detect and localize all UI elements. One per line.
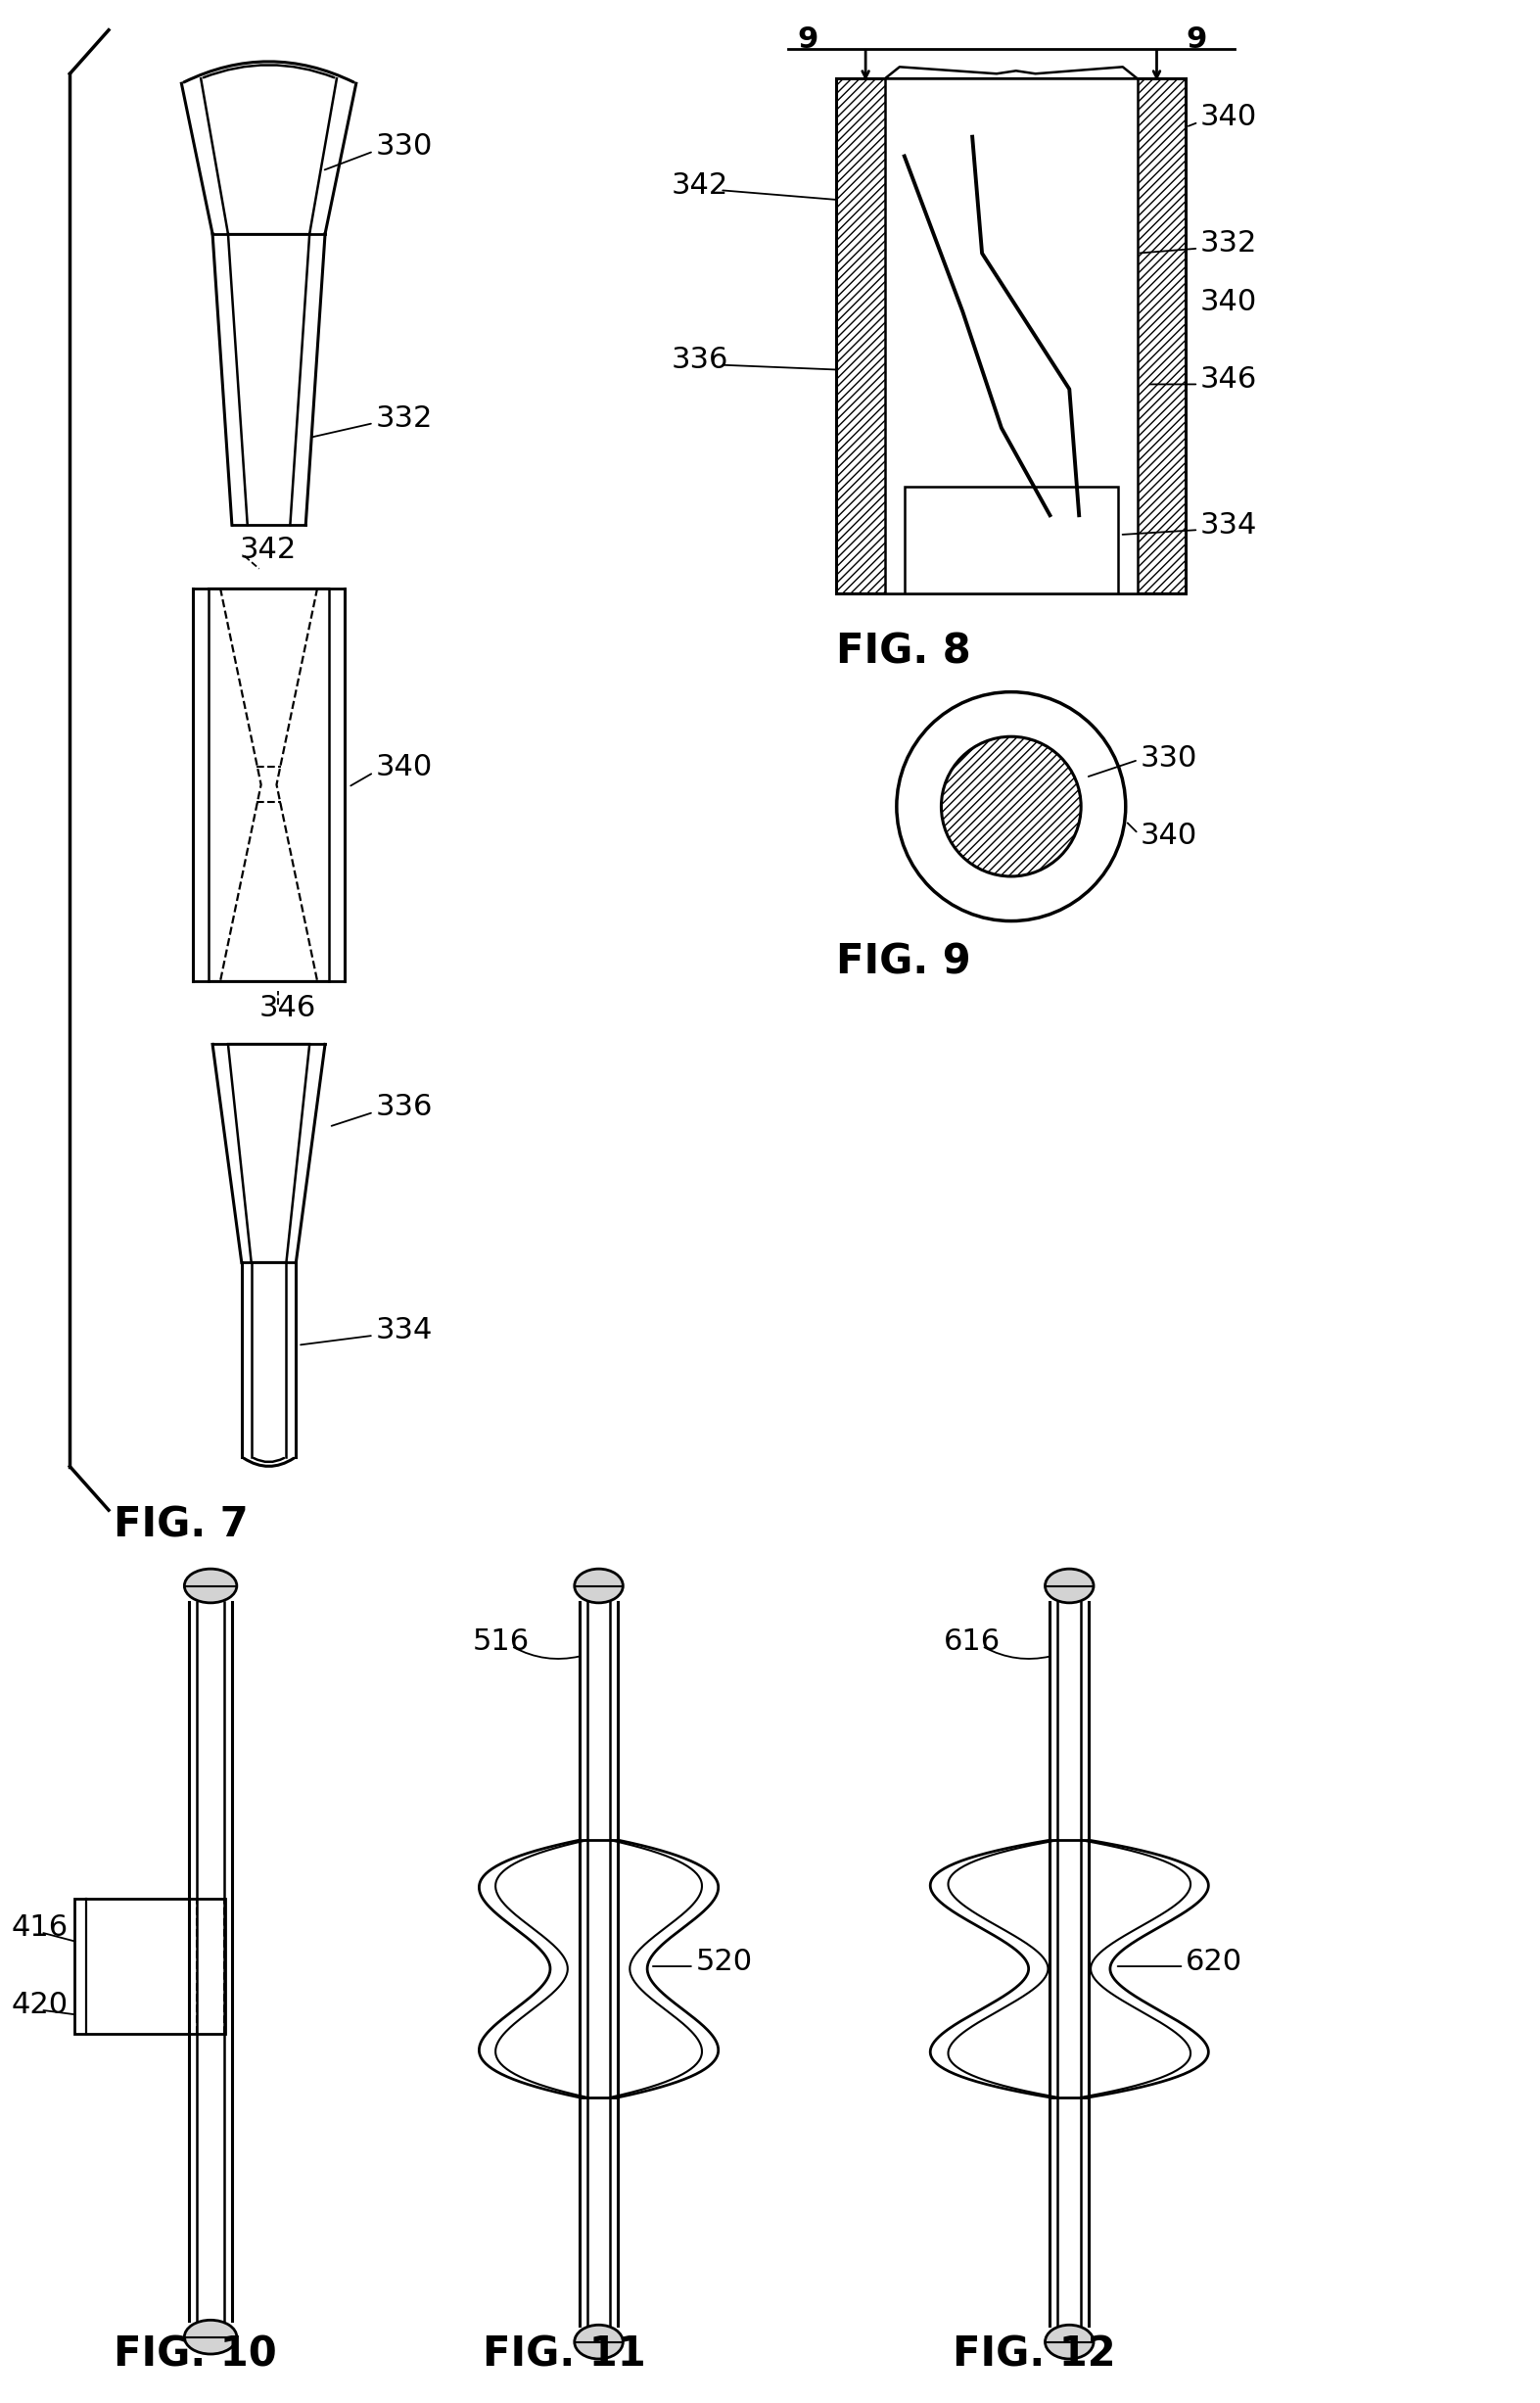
Text: 332: 332 [376, 404, 433, 433]
Text: 346: 346 [1200, 365, 1257, 394]
Bar [75, 1898, 225, 2035]
Text: 334: 334 [376, 1317, 433, 1346]
Text: 616: 616 [942, 1627, 999, 1656]
Text: FIG. 8: FIG. 8 [836, 630, 972, 673]
Text: 336: 336 [376, 1093, 433, 1122]
Text: 516: 516 [473, 1627, 530, 1656]
Ellipse shape [574, 2326, 624, 2360]
Text: 416: 416 [12, 1913, 69, 1942]
Ellipse shape [1046, 2326, 1093, 2360]
Text: 336: 336 [671, 346, 728, 375]
Text: 334: 334 [1200, 512, 1258, 538]
Text: 332: 332 [1200, 228, 1258, 257]
Bar [886, 79, 1137, 594]
Text: FIG. 10: FIG. 10 [114, 2333, 277, 2374]
Ellipse shape [574, 1569, 624, 1603]
Ellipse shape [185, 2319, 237, 2355]
Text: FIG. 12: FIG. 12 [953, 2333, 1116, 2374]
Text: 346: 346 [259, 995, 316, 1024]
Bar [904, 485, 1118, 594]
Text: 340: 340 [1140, 822, 1197, 851]
Circle shape [896, 692, 1126, 920]
Text: 340: 340 [376, 755, 433, 781]
Text: 9: 9 [798, 26, 819, 53]
Text: 342: 342 [240, 536, 297, 565]
Ellipse shape [185, 1569, 237, 1603]
Text: 340: 340 [1200, 288, 1257, 315]
Bar [836, 79, 1186, 594]
Text: FIG. 7: FIG. 7 [114, 1504, 248, 1545]
Ellipse shape [1046, 1569, 1093, 1603]
Text: 9: 9 [1186, 26, 1207, 53]
Text: 520: 520 [696, 1946, 753, 1975]
Text: 340: 340 [1200, 103, 1257, 132]
Text: 330: 330 [1140, 745, 1197, 771]
Circle shape [941, 738, 1081, 877]
Text: 420: 420 [12, 1992, 69, 2019]
Text: FIG. 11: FIG. 11 [482, 2333, 645, 2374]
Text: FIG. 9: FIG. 9 [836, 942, 972, 983]
Text: 342: 342 [671, 171, 728, 199]
Text: 620: 620 [1186, 1946, 1243, 1975]
Text: 330: 330 [376, 132, 433, 161]
